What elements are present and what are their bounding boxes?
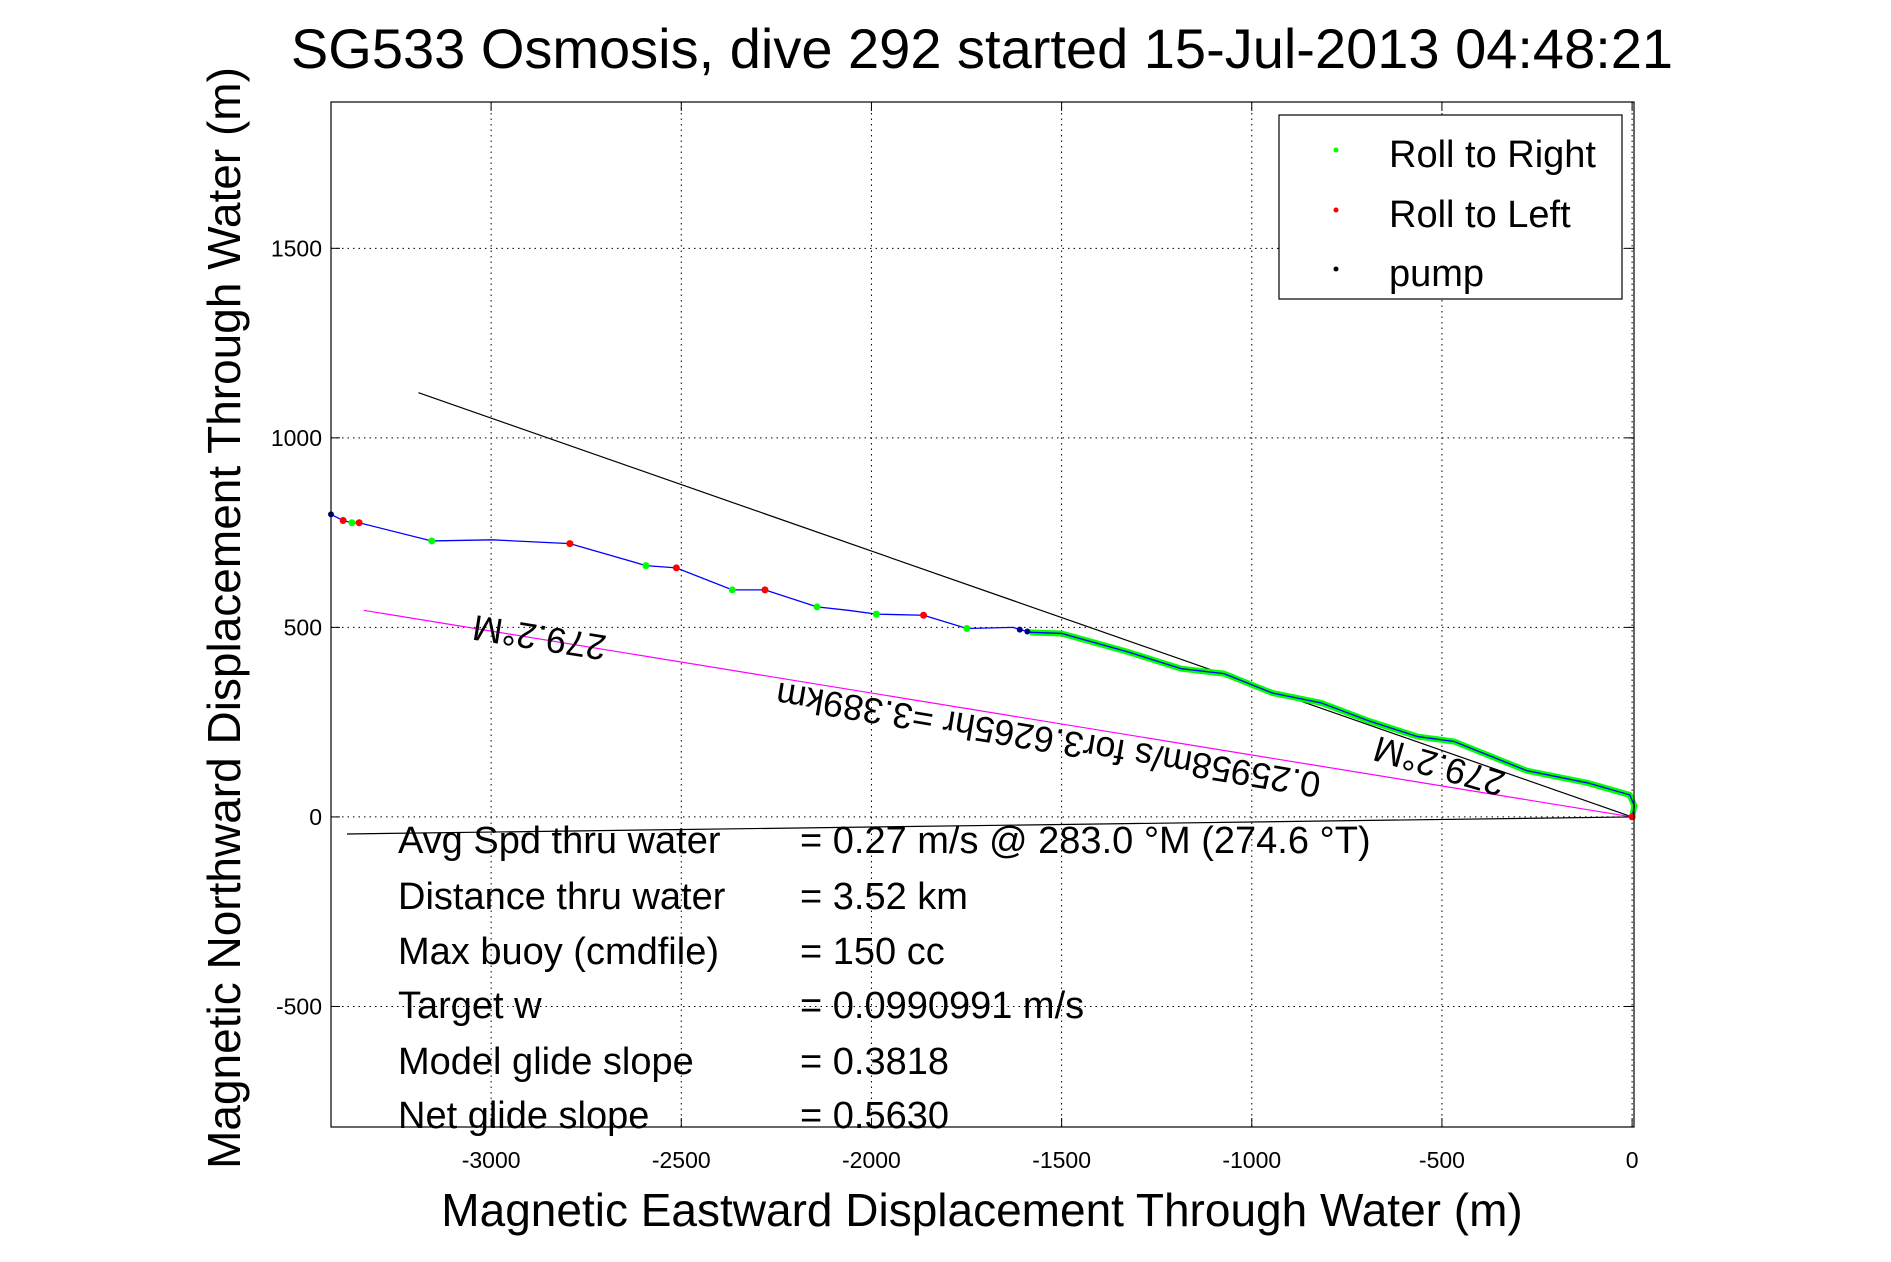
roll-right-point [872,610,880,618]
y-axis-label: Magnetic Northward Displacement Through … [198,67,250,1169]
stat-label: Net glide slope [398,1095,649,1137]
y-tick-label: 1500 [271,235,322,261]
roll-left-point [339,516,347,524]
y-tick-label: 0 [309,804,322,830]
stat-label: Max buoy (cmdfile) [398,931,719,973]
roll-right-point [728,586,736,594]
stat-label: Target w [398,985,542,1027]
roll-right-point [428,537,436,545]
x-tick-label: -3000 [462,1147,521,1173]
x-tick-label: 0 [1626,1147,1639,1173]
current-line [346,816,1633,835]
stat-value: = 3.52 km [800,876,968,918]
roll-left-point [920,611,928,619]
legend-label: Roll to Right [1389,134,1596,176]
roll-left-point [761,586,769,594]
y-tick-label: 1000 [271,425,322,451]
roll-right-point [348,519,356,527]
x-tick-label: -2000 [842,1147,901,1173]
legend-label: pump [1389,253,1484,295]
stat-value: = 150 cc [800,931,945,973]
stat-value: = 0.27 m/s @ 283.0 °M (274.6 °T) [800,820,1371,862]
heading-line [418,392,1633,818]
tick-labels: -3000 -2500 -2000 -1500 -1000 -500 0 -500 0 500 10… [271,235,1639,1173]
pump-point [1024,628,1031,635]
x-axis-label: Magnetic Eastward Displacement Through W… [441,1184,1522,1236]
stats-block: Avg Spd thru water = 0.27 m/s @ 283.0 °M … [398,820,1371,1137]
stat-label: Distance thru water [398,876,726,918]
x-tick-label: -2500 [652,1147,711,1173]
roll-right-point [813,603,821,611]
x-tick-label: -500 [1419,1147,1465,1173]
legend-label: Roll to Left [1389,194,1571,236]
legend: Roll to Right Roll to Left pump [1278,114,1623,300]
roll-left-point [672,564,680,572]
roll-left-point [566,540,574,548]
stat-value: = 0.0990991 m/s [800,985,1084,1027]
x-tick-label: -1500 [1032,1147,1091,1173]
stat-label: Model glide slope [398,1041,694,1083]
y-tick-label: 500 [284,614,322,640]
legend-marker-1 [1333,207,1339,213]
pump-point [1016,626,1023,633]
net-displacement-line [363,609,1633,818]
roll-right-point [642,562,650,570]
roll-left-point [355,519,363,527]
chart-title: SG533 Osmosis, dive 292 started 15-Jul-2… [291,17,1673,80]
roll-right-point [963,625,971,633]
legend-marker-0 [1333,147,1339,153]
stat-label: Avg Spd thru water [398,820,721,862]
y-tick-label: -500 [276,993,322,1019]
stat-value: = 0.3818 [800,1041,949,1083]
glider-track-line [330,513,1636,818]
x-tick-label: -1000 [1222,1147,1281,1173]
stat-value: = 0.5630 [800,1095,949,1137]
legend-marker-2 [1333,266,1339,272]
plot-frame [330,101,1635,1128]
